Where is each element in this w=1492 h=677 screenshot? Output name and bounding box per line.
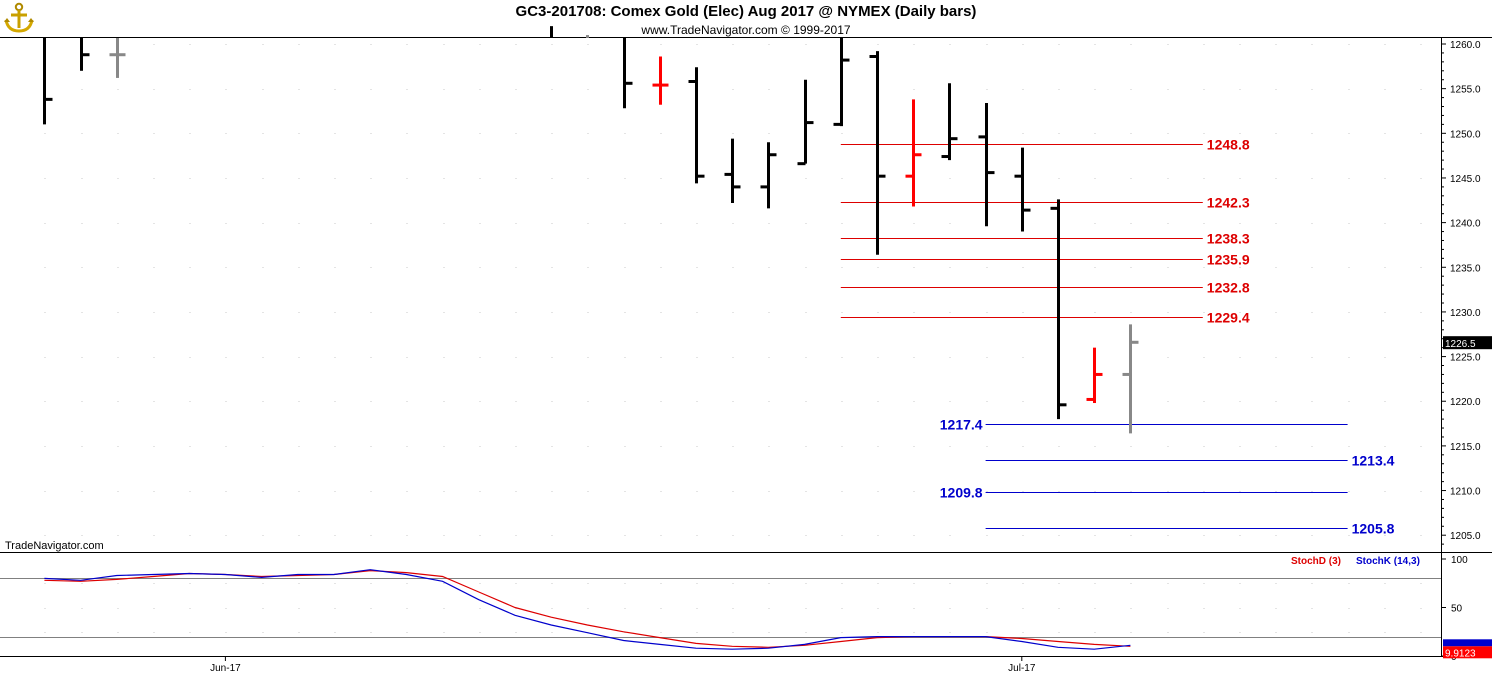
price-tick-label: 1250.0 xyxy=(1450,129,1481,140)
support-label: 1213.4 xyxy=(1352,453,1395,469)
price-tick-label: 1260.0 xyxy=(1450,40,1481,51)
support-label: 1217.4 xyxy=(940,417,983,433)
stochastic-tick-label: 100 xyxy=(1451,555,1468,566)
price-tick-label: 1235.0 xyxy=(1450,263,1481,274)
resistance-label: 1238.3 xyxy=(1207,231,1250,247)
resistance-label: 1232.8 xyxy=(1207,280,1250,296)
ohlc-bar xyxy=(688,67,705,184)
ohlc-bar xyxy=(1086,347,1103,404)
ohlc-bar xyxy=(978,102,995,227)
ohlc-bar xyxy=(797,79,814,166)
grid xyxy=(44,44,1422,633)
ohlc-bar xyxy=(941,83,958,161)
price-tick-label: 1230.0 xyxy=(1450,308,1481,319)
anchor-logo-icon[interactable] xyxy=(2,2,36,34)
watermark: TradeNavigator.com xyxy=(5,540,104,552)
price-tick-label: 1240.0 xyxy=(1450,219,1481,230)
date-tick-label: Jul-17 xyxy=(1008,663,1036,674)
legend-stochk: StochK (14,3) xyxy=(1356,556,1420,567)
ohlc-bar xyxy=(1050,199,1067,420)
ohlc-bar xyxy=(80,38,90,71)
resistance-label: 1242.3 xyxy=(1207,195,1250,211)
pivot-levels: 1248.8 1242.3 1238.3 1235.9 1232.8 1229.4 1217… xyxy=(840,137,1395,537)
stochastic-last-label: 9.9123 xyxy=(1445,648,1476,659)
date-tick-label: Jun-17 xyxy=(210,663,241,674)
stochastic-series-line xyxy=(44,569,1131,648)
price-tick-label: 1210.0 xyxy=(1450,487,1481,498)
stochastic-series-line xyxy=(44,569,1131,650)
ohlc-bar xyxy=(1122,324,1139,434)
resistance-label: 1248.8 xyxy=(1207,137,1250,153)
price-tick-label: 1220.0 xyxy=(1450,397,1481,408)
price-tick-label: 1255.0 xyxy=(1450,85,1481,96)
last-price-label: 1226.5 xyxy=(1445,339,1476,350)
ohlc-bar xyxy=(109,38,126,78)
resistance-label: 1235.9 xyxy=(1207,252,1250,268)
chart-title: GC3-201708: Comex Gold (Elec) Aug 2017 @… xyxy=(515,3,977,20)
ohlc-bar xyxy=(760,142,777,209)
ohlc-bar xyxy=(905,99,922,207)
support-label: 1205.8 xyxy=(1352,521,1395,537)
stochk-badge xyxy=(1443,639,1492,647)
price-tick-label: 1205.0 xyxy=(1450,531,1481,542)
price-tick-label: 1215.0 xyxy=(1450,442,1481,453)
price-bars xyxy=(43,26,1139,434)
panel-frames xyxy=(0,37,1492,657)
support-label: 1209.8 xyxy=(940,485,983,501)
value-badges: 1226.5 9.9123 xyxy=(1443,336,1492,659)
last-price-badge xyxy=(1443,336,1492,350)
ohlc-bar xyxy=(869,51,886,255)
price-tick-label: 1225.0 xyxy=(1450,353,1481,364)
price-tick-label: 1245.0 xyxy=(1450,174,1481,185)
stochastic-tick-label: 50 xyxy=(1451,604,1463,615)
ohlc-bar xyxy=(833,38,850,127)
date-axis: Jun-17 Jul-17 xyxy=(210,656,1036,674)
grid-dots xyxy=(44,44,1422,633)
ohlc-bar xyxy=(1014,147,1031,232)
ohlc-bar xyxy=(724,138,741,203)
price-axis: 1260.0 1255.0 1250.0 1245.0 1240.0 1235.0 1230… xyxy=(1441,40,1481,545)
ohlc-bar xyxy=(623,38,633,109)
legend-stochd: StochD (3) xyxy=(1291,556,1341,567)
ohlc-bar xyxy=(652,56,669,105)
resistance-label: 1229.4 xyxy=(1207,310,1250,326)
stochastic-lines xyxy=(44,569,1131,650)
chart-subtitle: www.TradeNavigator.com © 1999-2017 xyxy=(641,23,851,37)
stochd-badge xyxy=(1443,646,1492,659)
ohlc-bar xyxy=(43,38,53,125)
